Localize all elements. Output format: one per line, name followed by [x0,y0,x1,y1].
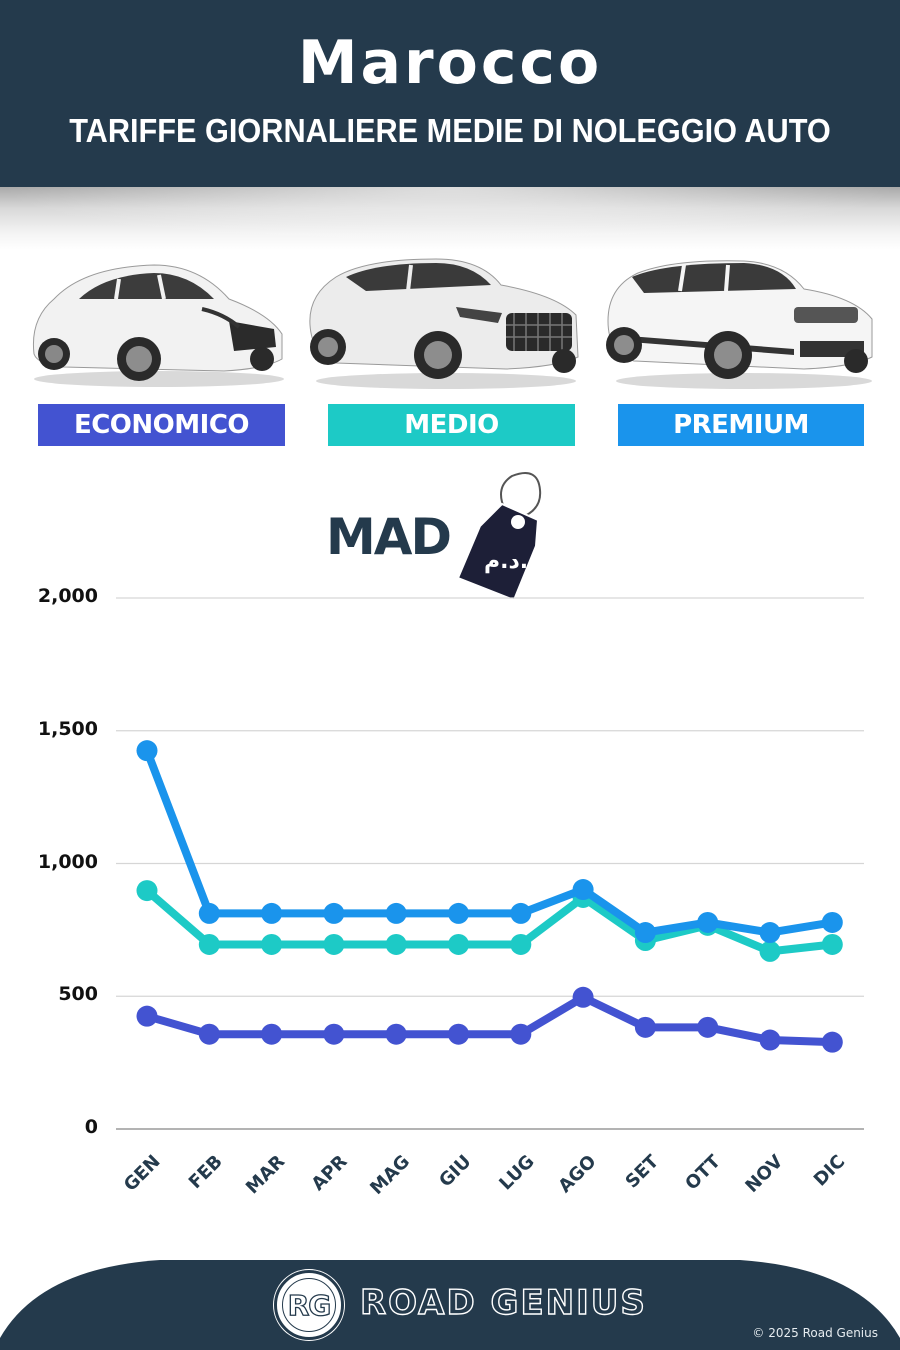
y-tick-label: 2,000 [37,585,98,607]
data-point [634,922,656,944]
currency-code: MAD [326,508,452,566]
data-point [448,1023,469,1045]
data-point [136,740,158,762]
page-subtitle: TARIFFE GIORNALIERE MEDIE DI NOLEGGIO AU… [69,112,831,149]
series-premium [136,740,843,944]
data-point [136,880,158,902]
data-point [261,1023,283,1045]
price-tag-icon: د.م. [450,470,550,615]
data-point [448,902,469,924]
hatchback-car-image [24,259,286,389]
brand-name: ROAD GENIUS [359,1282,647,1323]
data-point [821,933,843,955]
category-badge-economico: ECONOMICO [38,404,285,446]
data-point [261,933,283,955]
category-badge-premium: PREMIUM [618,404,864,446]
category-badge-medio: MEDIO [328,404,575,446]
y-tick-label: 0 [84,1116,98,1138]
y-tick-label: 1,500 [37,717,98,740]
y-tick-label: 500 [58,983,98,1006]
data-point [385,902,407,924]
series-medio [136,880,843,962]
data-point [198,933,220,955]
data-point [572,879,594,901]
luxury-suv-car-image [604,257,876,391]
data-point [448,933,469,955]
data-point [510,933,532,955]
currency-symbol: د.م. [484,549,528,574]
data-point [323,1023,345,1045]
data-point [261,902,283,924]
data-point [572,986,594,1008]
footer: RG ROAD GENIUS © 2025 Road Genius [0,1258,900,1350]
data-point [821,1031,843,1053]
copyright-text: © 2025 Road Genius [752,1326,878,1340]
road-genius-logo: RG [274,1270,344,1340]
data-point [759,940,781,962]
data-point [510,1023,532,1045]
data-point [198,1023,220,1045]
series-economico [136,986,843,1053]
data-point [136,1005,158,1027]
data-point [323,902,345,924]
suv-car-image [306,255,582,391]
chart-plot-area [116,597,864,1130]
data-point [634,1016,656,1038]
data-point [759,1029,781,1051]
car-images-band [0,187,900,397]
header-banner: Marocco TARIFFE GIORNALIERE MEDIE DI NOL… [0,0,900,187]
data-point [385,1023,407,1045]
data-point [323,933,345,955]
data-point [385,933,407,955]
data-point [697,911,719,933]
data-point [198,902,220,924]
data-point [821,911,843,933]
data-point [510,902,532,924]
data-point [697,1016,719,1038]
page-title: Marocco [297,28,603,98]
data-point [759,922,781,944]
y-tick-label: 1,000 [37,850,98,873]
